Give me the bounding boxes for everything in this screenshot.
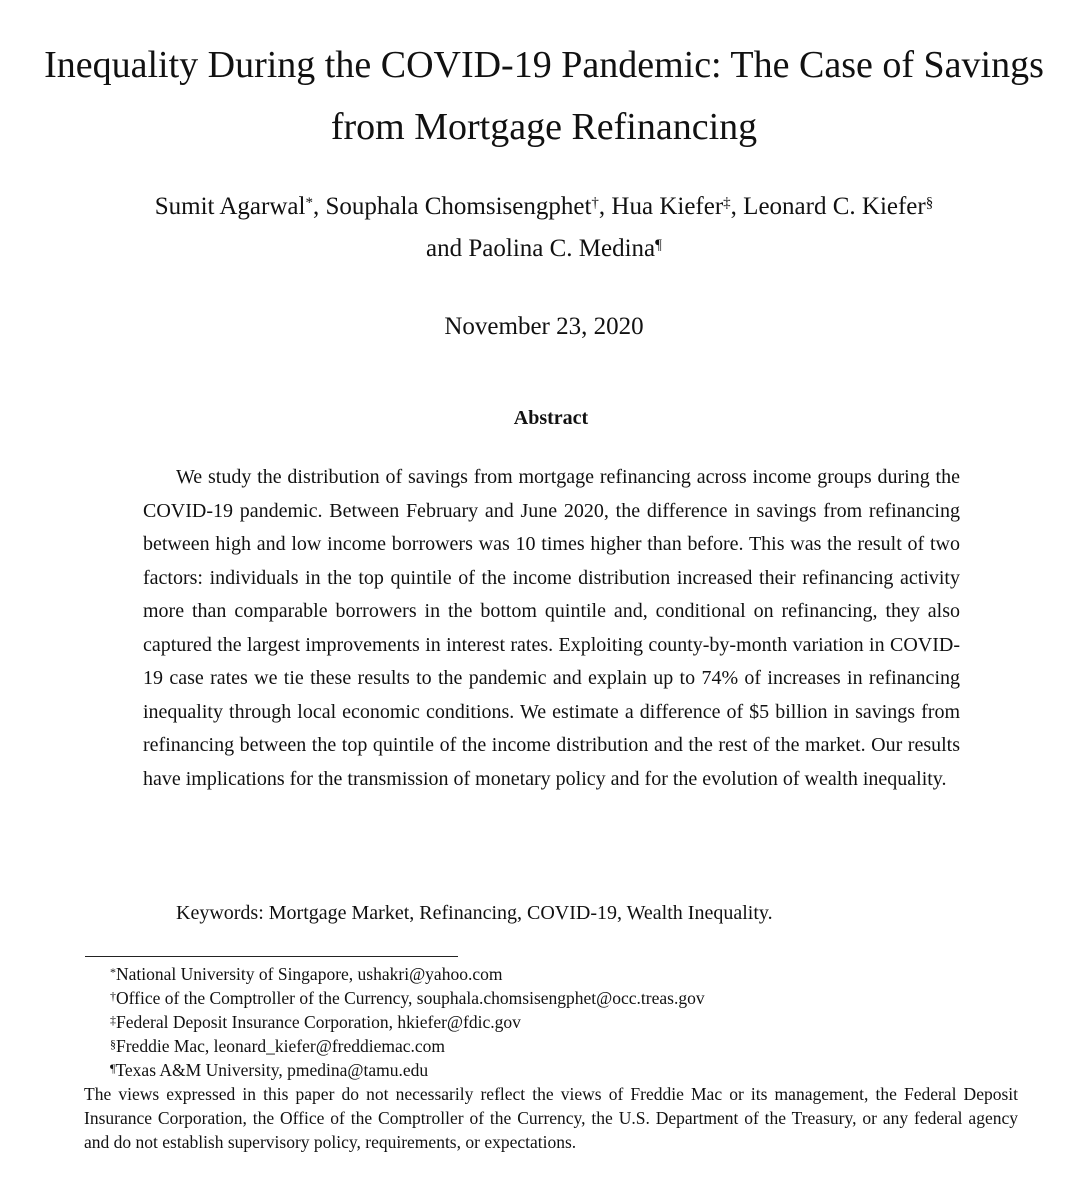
footnote-mark: ‡ bbox=[110, 1013, 116, 1027]
disclaimer-text: The views expressed in this paper do not… bbox=[84, 1084, 1018, 1152]
author-footnote-mark[interactable]: ¶ bbox=[655, 237, 662, 253]
footnote: *National University of Singapore, ushak… bbox=[110, 962, 1040, 986]
footnote: ¶Texas A&M University, pmedina@tamu.edu bbox=[110, 1058, 1040, 1082]
footnote-text: Freddie Mac, leonard_kiefer@freddiemac.c… bbox=[116, 1036, 446, 1056]
author-footnote-mark[interactable]: § bbox=[925, 195, 934, 211]
abstract-text: We study the distribution of savings fro… bbox=[143, 466, 960, 790]
footnote-mark: § bbox=[110, 1037, 116, 1051]
footnote-mark: † bbox=[110, 989, 116, 1003]
author: Leonard C. Kiefer§ bbox=[743, 193, 934, 220]
paper-title: Inequality During the COVID-19 Pandemic:… bbox=[44, 44, 1044, 148]
footnote: †Office of the Comptroller of the Curren… bbox=[110, 986, 1040, 1010]
author-footnote-mark[interactable]: * bbox=[305, 195, 313, 211]
footnote-text: Office of the Comptroller of the Currenc… bbox=[116, 988, 705, 1008]
abstract-heading: Abstract bbox=[513, 407, 589, 429]
footnote: §Freddie Mac, leonard_kiefer@freddiemac.… bbox=[110, 1034, 1040, 1058]
footnote-mark: ¶ bbox=[110, 1061, 116, 1075]
footnote-divider bbox=[85, 956, 458, 957]
footnote: ‡Federal Deposit Insurance Corporation, … bbox=[110, 1010, 1040, 1034]
author: Hua Kiefer‡, bbox=[611, 193, 744, 220]
author: Souphala Chomsisengphet†, bbox=[325, 193, 612, 220]
footnote-text: Texas A&M University, pmedina@tamu.edu bbox=[115, 1060, 429, 1080]
footnote-text: National University of Singapore, ushakr… bbox=[116, 964, 503, 984]
publication-date: November 23, 2020 bbox=[444, 313, 644, 340]
author-list: Sumit Agarwal*, Souphala Chomsisengphet†… bbox=[40, 186, 1048, 270]
author: Sumit Agarwal*, bbox=[154, 193, 326, 220]
author-footnote-mark[interactable]: † bbox=[591, 195, 599, 211]
footnote-list: *National University of Singapore, ushak… bbox=[110, 962, 1040, 1082]
keywords: Keywords: Mortgage Market, Refinancing, … bbox=[176, 902, 773, 924]
author: and Paolina C. Medina¶ bbox=[426, 235, 662, 262]
footnote-mark: * bbox=[110, 965, 116, 979]
author-footnote-mark[interactable]: ‡ bbox=[723, 195, 731, 211]
footnote-text: Federal Deposit Insurance Corporation, h… bbox=[116, 1012, 521, 1032]
